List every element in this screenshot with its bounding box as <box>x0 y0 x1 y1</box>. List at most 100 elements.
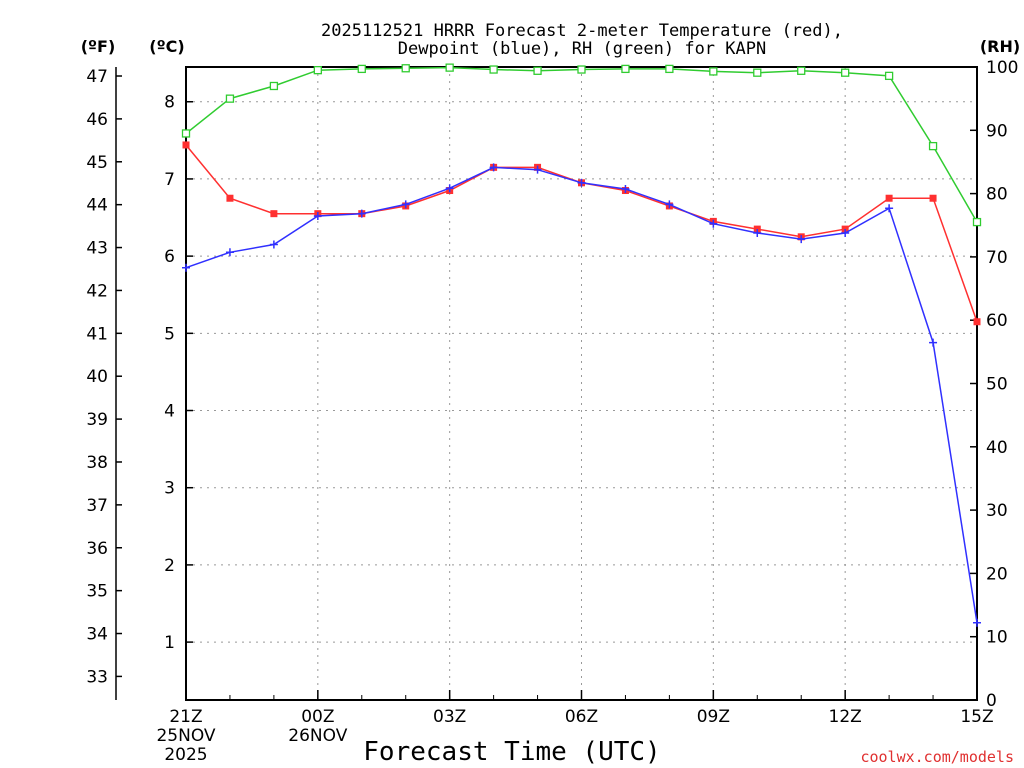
rh-tick-label: 40 <box>986 438 1008 458</box>
dewpoint-point <box>445 184 454 193</box>
dewpoint-point <box>665 200 674 209</box>
credit-text: coolwx.com/models <box>860 748 1014 766</box>
x-tick-label: 12Z <box>829 707 862 727</box>
x-tick-date: 26NOV <box>288 726 347 746</box>
dewpoint-point <box>269 240 278 249</box>
dewpoint-point <box>401 200 410 209</box>
fahrenheit-tick-label: 39 <box>86 410 108 430</box>
dewpoint-point <box>709 219 718 228</box>
fahrenheit-tick-label: 45 <box>86 153 108 173</box>
rh-point <box>884 71 894 81</box>
dewpoint-point <box>313 211 322 220</box>
fahrenheit-tick-label: 35 <box>86 582 108 602</box>
rh-point <box>709 67 718 76</box>
rh-point <box>533 66 542 75</box>
rh-tick-label: 30 <box>986 501 1008 521</box>
rh-point <box>797 66 806 75</box>
dewpoint-point <box>621 184 630 193</box>
rh-point <box>269 81 279 91</box>
dewpoint-point <box>753 228 762 237</box>
temperature-point <box>270 210 278 218</box>
rh-tick-label: 0 <box>986 691 997 711</box>
rh-unit-label: (RH) <box>980 37 1020 56</box>
temperature-point <box>182 141 190 149</box>
x-tick-year: 2025 <box>164 745 207 765</box>
fahrenheit-tick-label: 33 <box>86 667 108 687</box>
fahrenheit-tick-label: 34 <box>86 625 108 645</box>
rh-tick-label: 20 <box>986 564 1008 584</box>
fahrenheit-tick-label: 46 <box>86 110 108 130</box>
temperature-point <box>929 194 937 202</box>
x-tick-label: 09Z <box>697 707 730 727</box>
series-layer <box>181 63 982 627</box>
rh-point <box>665 64 674 74</box>
rh-point <box>181 129 191 138</box>
axis-layer: 1234567833343536373839404142434445464701… <box>86 58 1018 765</box>
dewpoint-point <box>489 163 498 172</box>
rh-tick-label: 70 <box>986 248 1008 268</box>
celsius-tick-label: 7 <box>164 170 175 190</box>
x-axis-title: Forecast Time (UTC) <box>363 737 660 767</box>
x-tick-label: 15Z <box>960 707 993 727</box>
rh-point <box>841 68 850 77</box>
fahrenheit-tick-label: 42 <box>86 281 108 301</box>
rh-tick-label: 80 <box>986 185 1008 205</box>
dewpoint-point <box>533 165 542 174</box>
rh-tick-label: 50 <box>986 375 1008 395</box>
fahrenheit-tick-label: 36 <box>86 539 108 559</box>
rh-point <box>401 64 410 73</box>
celsius-tick-label: 5 <box>164 324 175 344</box>
temperature-point <box>885 194 893 202</box>
fahrenheit-tick-label: 41 <box>86 324 108 344</box>
x-tick-label: 21Z <box>169 707 202 727</box>
temperature-line <box>185 144 978 322</box>
x-tick-label: 03Z <box>433 707 466 727</box>
rh-tick-label: 60 <box>986 311 1008 331</box>
celsius-tick-label: 4 <box>164 402 175 422</box>
dewpoint-point <box>885 204 894 213</box>
chart-title-line1: 2025112521 HRRR Forecast 2-meter Tempera… <box>321 21 843 41</box>
rh-point <box>753 68 762 77</box>
rh-point <box>489 65 498 74</box>
rh-tick-label: 90 <box>986 121 1008 141</box>
celsius-tick-label: 6 <box>164 247 175 267</box>
rh-point <box>313 66 322 75</box>
chart-title-line2: Dewpoint (blue), RH (green) for KAPN <box>398 39 766 59</box>
rh-tick-label: 10 <box>986 628 1008 648</box>
dewpoint-point <box>182 263 190 272</box>
temperature-point <box>973 318 981 326</box>
celsius-tick-label: 3 <box>164 479 175 499</box>
rh-point <box>621 64 630 74</box>
x-tick-label: 00Z <box>301 707 334 727</box>
fahrenheit-unit-label: (ºF) <box>81 37 116 56</box>
dewpoint-point <box>797 235 806 244</box>
fahrenheit-tick-label: 44 <box>86 196 108 216</box>
fahrenheit-tick-label: 40 <box>86 367 108 387</box>
dewpoint-point <box>841 228 850 237</box>
rh-point <box>972 217 982 227</box>
fahrenheit-tick-label: 47 <box>86 67 108 87</box>
celsius-tick-label: 1 <box>164 633 175 653</box>
rh-point <box>577 65 586 74</box>
fahrenheit-tick-label: 38 <box>86 453 108 473</box>
rh-point <box>928 141 938 151</box>
rh-point <box>357 64 366 74</box>
rh-point <box>225 94 235 103</box>
fahrenheit-tick-label: 43 <box>86 239 108 259</box>
celsius-tick-label: 2 <box>164 556 175 576</box>
dewpoint-point <box>973 618 981 627</box>
fahrenheit-tick-label: 37 <box>86 496 108 516</box>
grid-layer <box>186 67 977 700</box>
dewpoint-point <box>929 338 938 347</box>
rh-tick-label: 100 <box>986 58 1018 78</box>
rh-point <box>445 63 454 72</box>
dewpoint-point <box>225 248 234 257</box>
celsius-unit-label: (ºC) <box>149 37 184 56</box>
dewpoint-point <box>577 178 586 187</box>
dewpoint-point <box>357 209 366 218</box>
celsius-tick-label: 8 <box>164 93 175 113</box>
x-tick-date: 25NOV <box>156 726 215 746</box>
x-tick-label: 06Z <box>565 707 598 727</box>
